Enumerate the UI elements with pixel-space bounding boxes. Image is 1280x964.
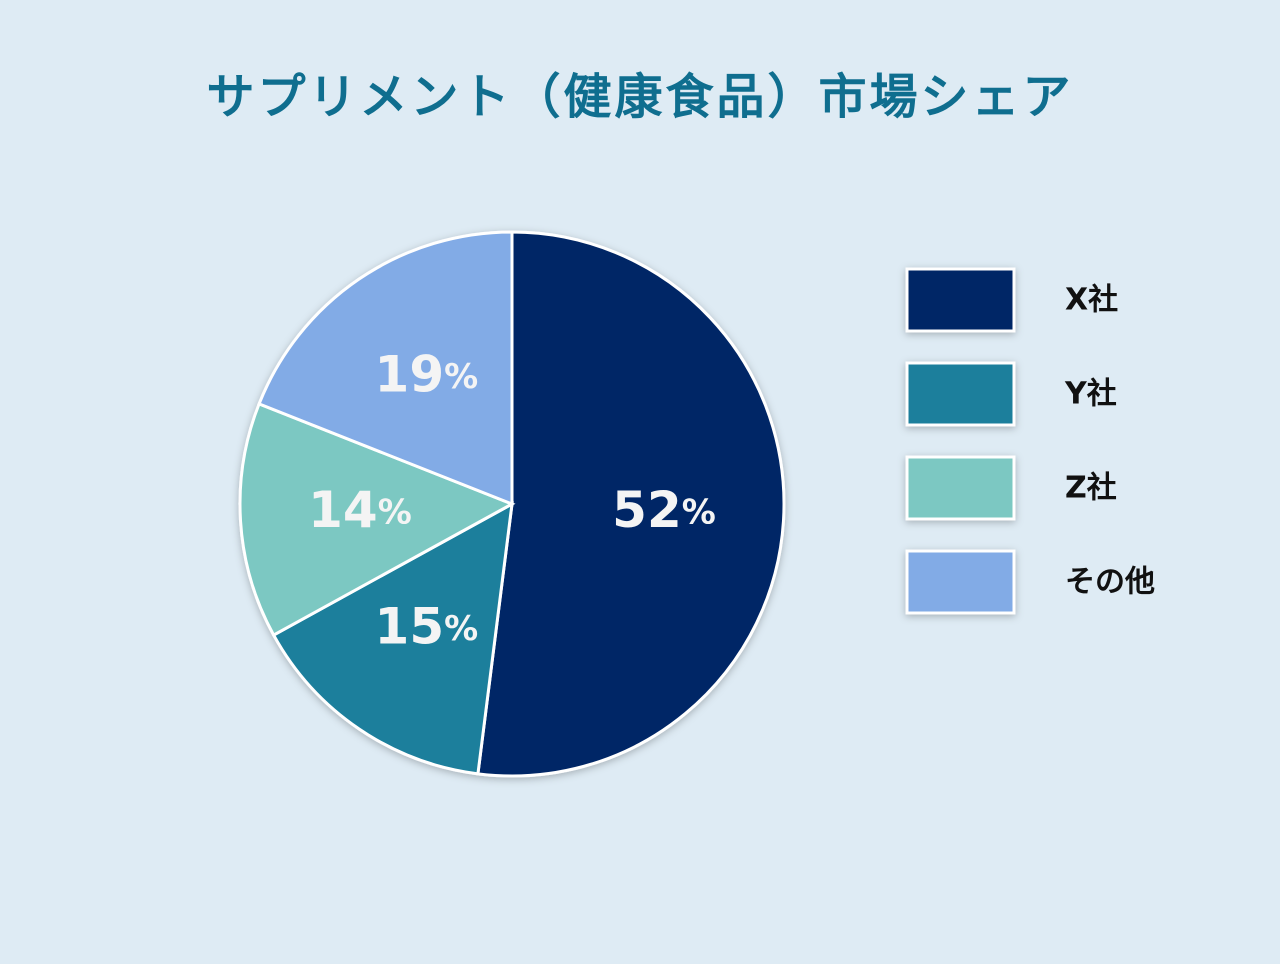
legend-swatch [905, 549, 1016, 615]
legend-swatch [905, 361, 1016, 427]
legend-swatch [905, 455, 1016, 521]
pie [238, 230, 786, 778]
legend-label: Y社 [1064, 377, 1117, 412]
legend-label: その他 [1065, 565, 1155, 600]
legend-label: Z社 [1065, 471, 1117, 506]
legend-label: X社 [1065, 283, 1118, 318]
data-label: 52% [612, 481, 716, 539]
pie-slice [271, 501, 514, 776]
legend-swatch [905, 267, 1016, 333]
chart-title: サプリメント（健康食品）市場シェア [206, 69, 1073, 125]
pie-slice [257, 230, 514, 507]
pie-slice [476, 230, 786, 778]
pie-slice [238, 401, 516, 638]
